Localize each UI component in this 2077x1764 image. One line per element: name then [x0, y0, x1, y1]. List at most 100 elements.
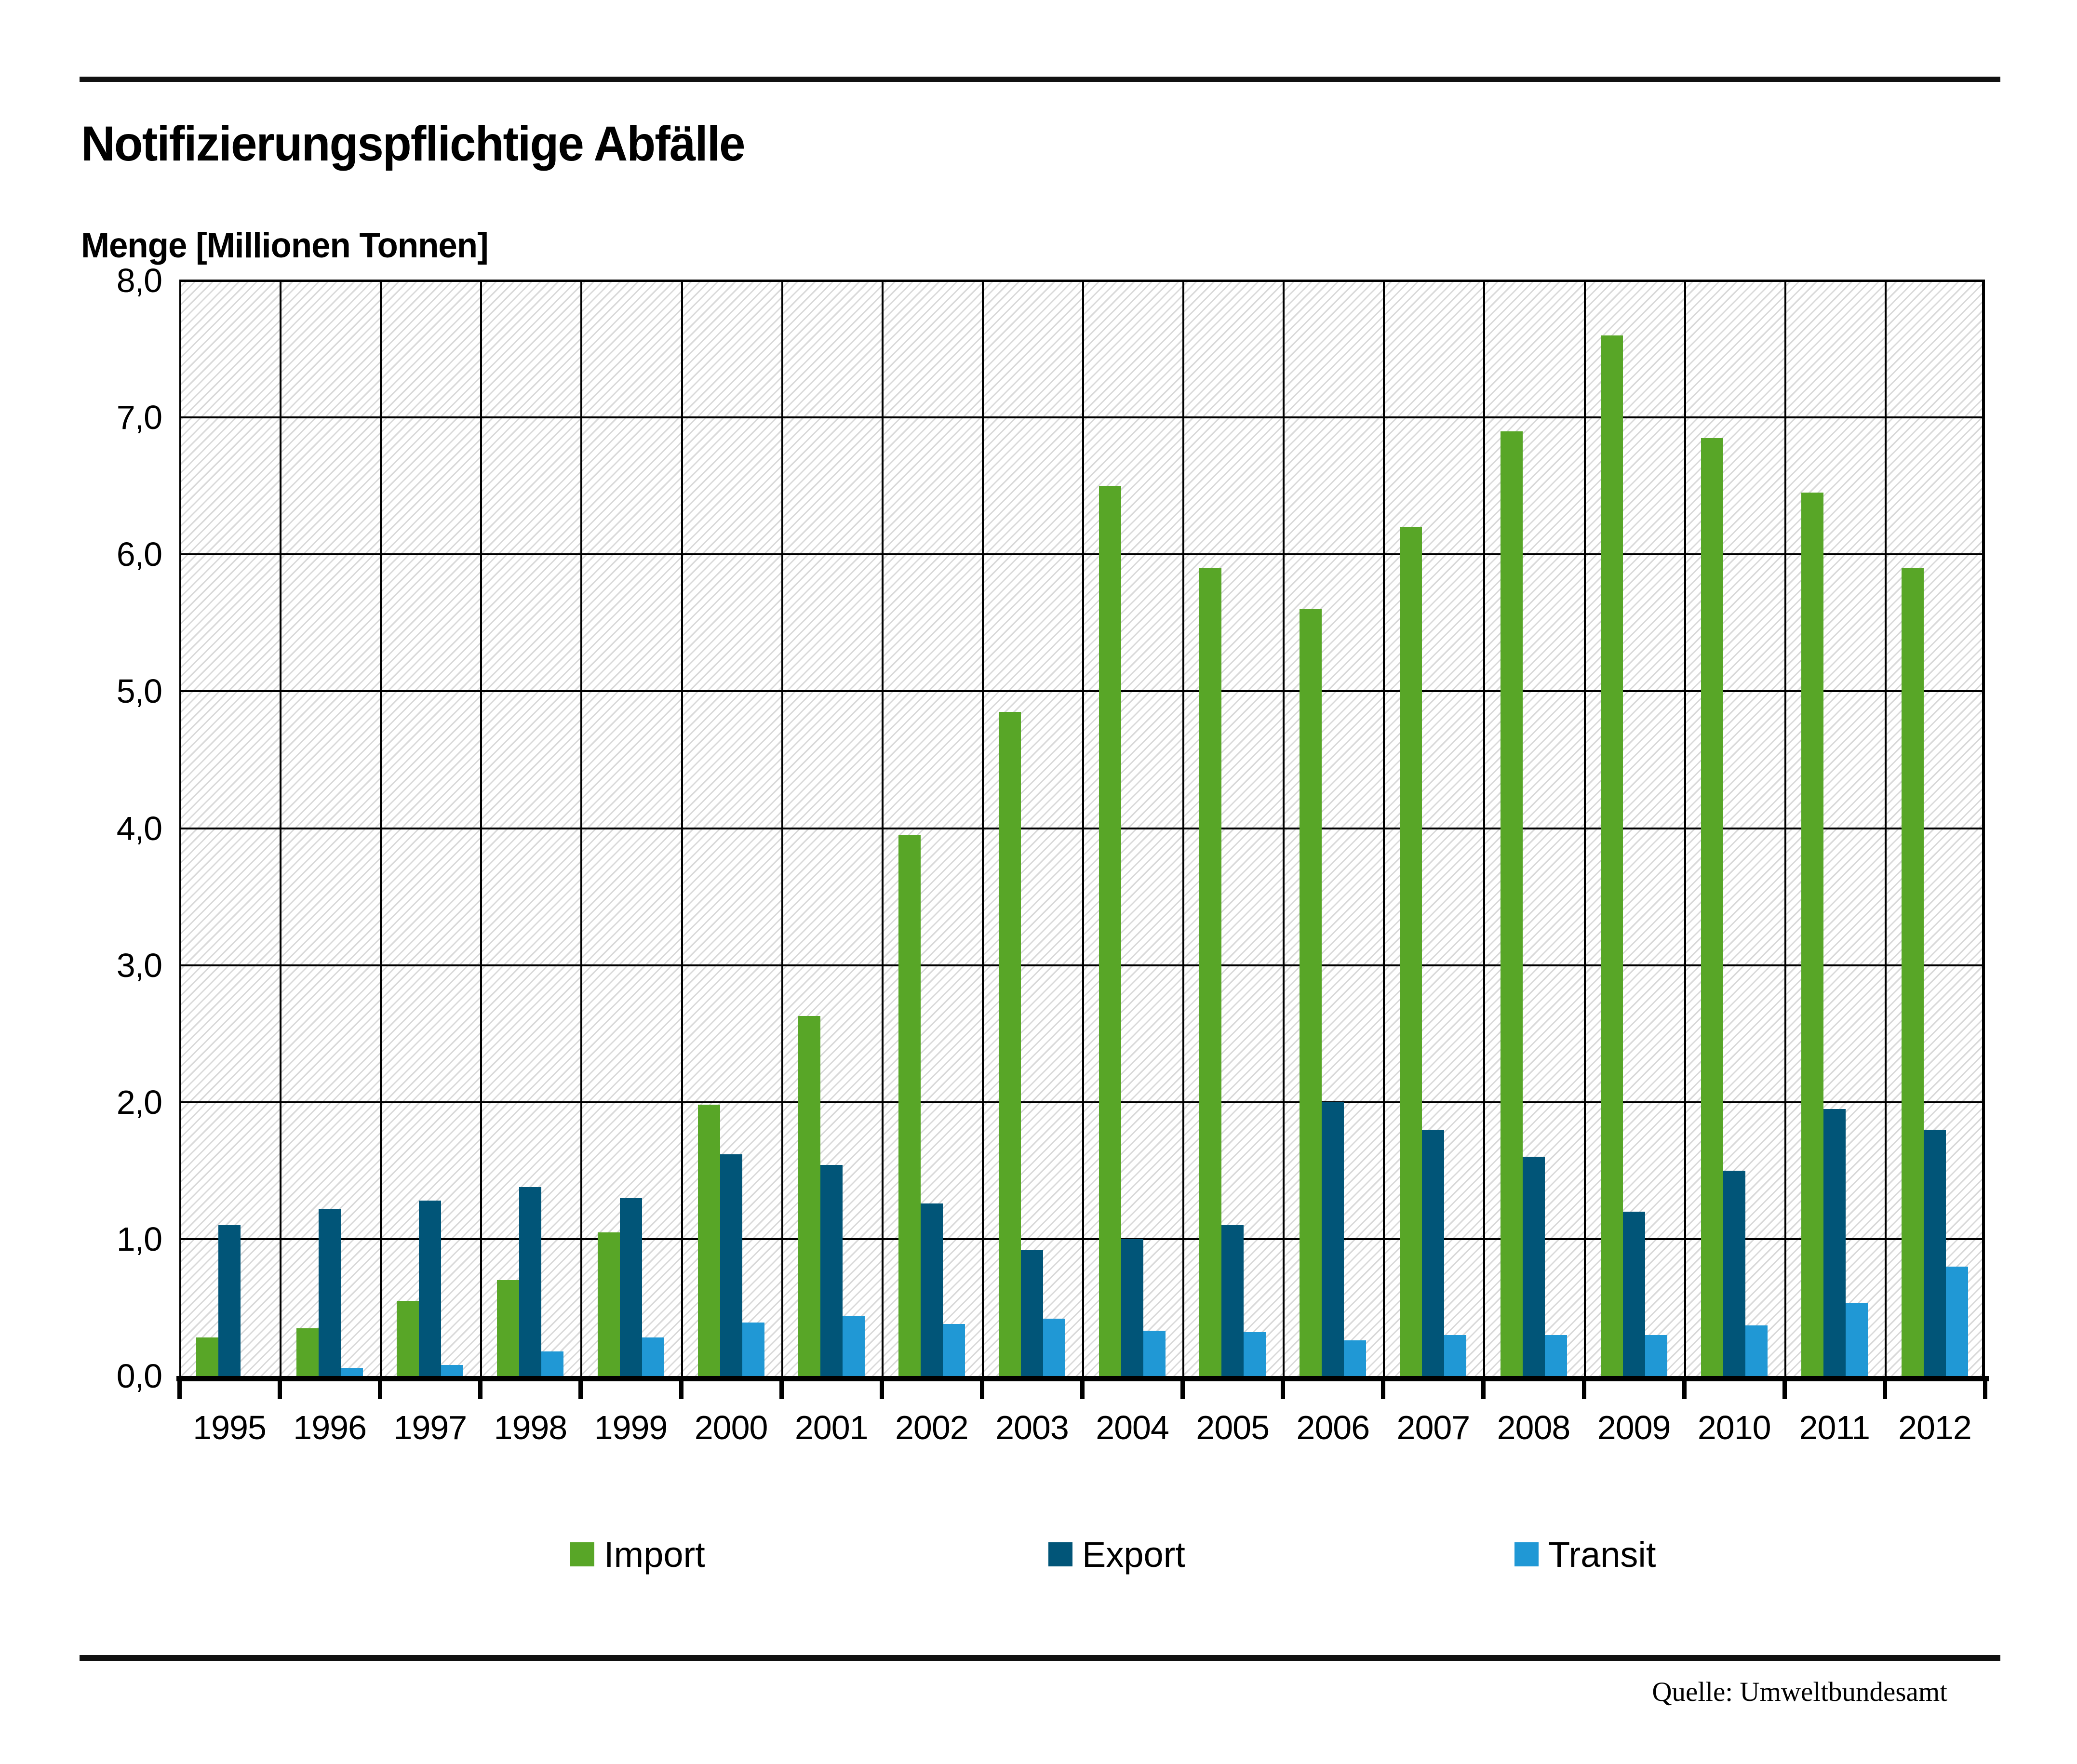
bar-import-2008 — [1500, 431, 1523, 1376]
x-axis-tick — [1882, 1381, 1887, 1399]
x-axis-tick — [979, 1381, 984, 1399]
bar-export-1996 — [319, 1209, 341, 1376]
legend-swatch-export — [1048, 1542, 1072, 1566]
x-axis-tick — [1983, 1381, 1987, 1399]
bar-export-2003 — [1020, 1250, 1043, 1376]
gridline-vertical — [881, 281, 884, 1376]
gridline-vertical — [380, 281, 382, 1376]
gridline-vertical — [1383, 281, 1385, 1376]
y-tick-label: 0,0 — [116, 1357, 162, 1395]
gridline-vertical — [280, 281, 282, 1376]
bar-import-1996 — [296, 1328, 319, 1376]
gridline-vertical — [580, 281, 583, 1376]
gridline-vertical — [1082, 281, 1084, 1376]
bar-export-2005 — [1221, 1225, 1244, 1376]
bar-import-2003 — [998, 712, 1021, 1376]
bar-import-2011 — [1801, 493, 1823, 1376]
bar-import-1995 — [196, 1337, 219, 1376]
x-axis-line — [176, 1376, 1989, 1381]
y-tick-label: 3,0 — [116, 946, 162, 984]
y-axis-title: Menge [Millionen Tonnen] — [81, 226, 489, 265]
bar-export-2001 — [820, 1165, 843, 1376]
bar-export-2007 — [1422, 1129, 1445, 1376]
bar-transit-2012 — [1945, 1266, 1968, 1376]
x-tick-label-2006: 2006 — [1296, 1409, 1370, 1446]
x-axis-tick — [177, 1381, 182, 1399]
x-axis-tick — [1180, 1381, 1185, 1399]
bar-import-2001 — [798, 1016, 820, 1376]
y-axis-line — [179, 281, 181, 1376]
bar-transit-2007 — [1444, 1335, 1467, 1376]
bar-import-2007 — [1400, 527, 1422, 1376]
bar-transit-2011 — [1845, 1303, 1868, 1376]
legend-label: Export — [1082, 1535, 1185, 1575]
x-tick-label-2007: 2007 — [1396, 1409, 1471, 1446]
y-tick-label: 4,0 — [116, 809, 162, 847]
bar-import-2012 — [1901, 568, 1924, 1376]
x-axis-tick — [679, 1381, 683, 1399]
bar-import-2009 — [1600, 335, 1623, 1376]
chart-title: Notifizierungspflichtige Abfälle — [81, 116, 745, 171]
x-tick-label-2000: 2000 — [694, 1409, 768, 1446]
plot-area — [179, 279, 1985, 1376]
bar-transit-2009 — [1645, 1335, 1667, 1376]
bar-transit-1996 — [341, 1367, 363, 1376]
x-axis-tick — [779, 1381, 784, 1399]
bar-transit-2002 — [942, 1324, 965, 1376]
gridline-vertical — [1884, 281, 1887, 1376]
x-axis-tick — [1381, 1381, 1386, 1399]
bar-import-1998 — [497, 1280, 520, 1376]
bar-transit-2000 — [742, 1323, 764, 1376]
x-tick-label-2004: 2004 — [1096, 1409, 1169, 1446]
bar-import-1999 — [597, 1232, 620, 1376]
bar-transit-2004 — [1143, 1331, 1166, 1376]
legend-swatch-import — [570, 1542, 594, 1566]
x-axis-tick — [578, 1381, 583, 1399]
bar-export-2009 — [1622, 1212, 1645, 1376]
gridline-vertical — [1583, 281, 1586, 1376]
bar-export-2008 — [1522, 1157, 1545, 1376]
bar-import-2004 — [1099, 486, 1122, 1376]
gridline-vertical — [981, 281, 984, 1376]
gridline-vertical — [681, 281, 683, 1376]
bar-transit-2010 — [1745, 1325, 1768, 1376]
y-tick-label: 6,0 — [116, 535, 162, 574]
x-axis-tick — [278, 1381, 282, 1399]
y-tick-label: 1,0 — [116, 1220, 162, 1258]
x-axis-tick — [1581, 1381, 1586, 1399]
x-axis-tick — [378, 1381, 383, 1399]
gridline-vertical — [1784, 281, 1786, 1376]
bar-export-2010 — [1723, 1170, 1745, 1376]
x-axis-tick — [879, 1381, 884, 1399]
top-rule — [80, 77, 2000, 82]
legend-swatch-transit — [1514, 1542, 1539, 1566]
bar-import-2005 — [1199, 568, 1222, 1376]
x-tick-label-1996: 1996 — [293, 1409, 367, 1446]
x-axis-tick — [1782, 1381, 1787, 1399]
x-axis-tick — [1080, 1381, 1085, 1399]
x-axis-tick — [1281, 1381, 1286, 1399]
bar-export-2004 — [1121, 1239, 1144, 1376]
bar-export-1995 — [218, 1225, 241, 1376]
bar-transit-2005 — [1244, 1332, 1266, 1376]
gridline-vertical — [1483, 281, 1486, 1376]
bar-import-1997 — [397, 1300, 419, 1376]
source-credit: Quelle: Umweltbundesamt — [1652, 1677, 1947, 1707]
gridline-vertical — [781, 281, 783, 1376]
x-tick-label-1999: 1999 — [594, 1409, 668, 1446]
x-axis-tick — [1682, 1381, 1687, 1399]
bar-transit-1997 — [441, 1365, 464, 1376]
gridline-vertical — [480, 281, 482, 1376]
bar-transit-2006 — [1344, 1340, 1367, 1376]
bar-export-2011 — [1823, 1109, 1846, 1376]
gridline-vertical — [1982, 281, 1985, 1376]
bar-transit-2003 — [1043, 1318, 1065, 1376]
bar-transit-1999 — [642, 1337, 664, 1376]
bar-export-1997 — [419, 1201, 442, 1376]
x-tick-label-1997: 1997 — [393, 1409, 467, 1446]
x-tick-label-2012: 2012 — [1898, 1409, 1972, 1446]
bar-import-2006 — [1300, 609, 1322, 1376]
x-tick-label-2001: 2001 — [794, 1409, 869, 1446]
legend-label: Import — [604, 1535, 705, 1575]
